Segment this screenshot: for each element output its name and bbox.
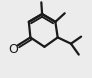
- Text: O: O: [8, 43, 18, 56]
